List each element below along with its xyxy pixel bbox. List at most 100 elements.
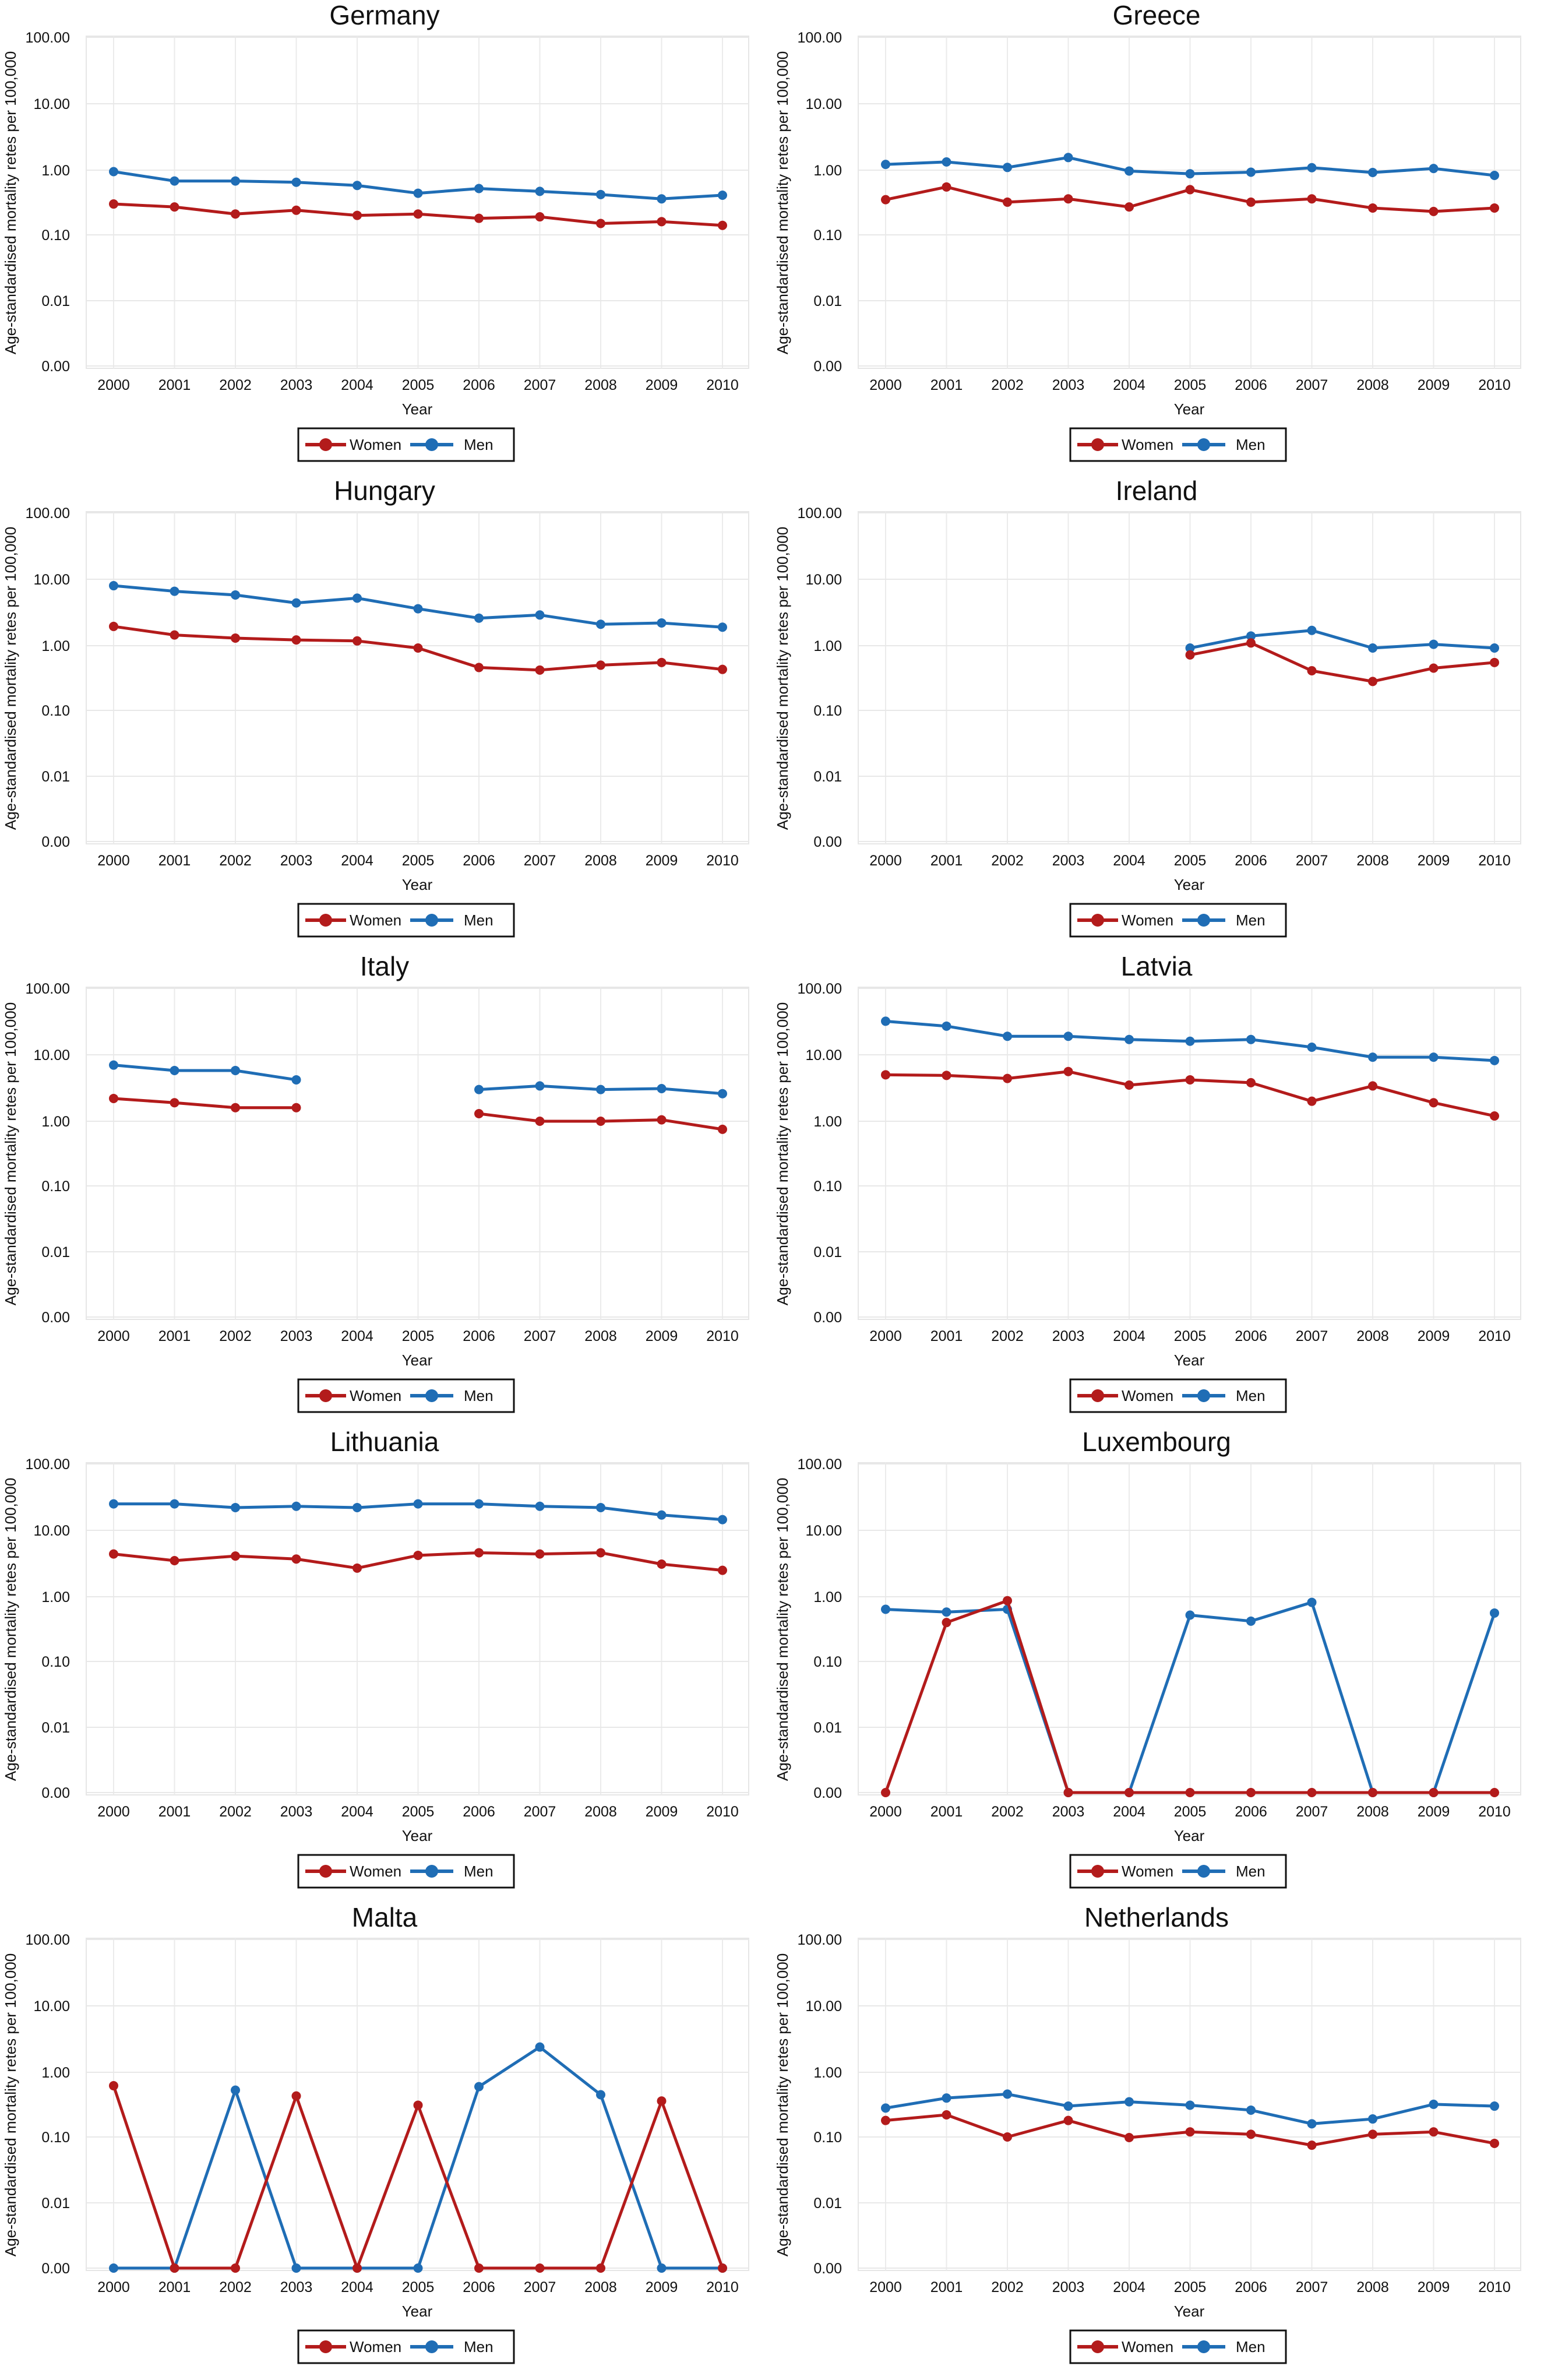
- y-tick-label: 0.00: [813, 834, 842, 850]
- data-point-women: [1185, 2127, 1195, 2137]
- x-tick-label: 2010: [706, 2279, 739, 2295]
- x-axis-label: Year: [402, 2302, 433, 2320]
- x-tick-label: 2002: [991, 853, 1024, 869]
- x-tick-label: 2001: [930, 2279, 963, 2295]
- data-point-men: [942, 2093, 951, 2103]
- x-tick-label: 2003: [280, 2279, 313, 2295]
- chart-svg: Greece 0.00 0.01 0.10 1.00 10.00 100.00 2000 200…: [774, 0, 1521, 462]
- data-point-women: [718, 2263, 727, 2273]
- x-tick-label: 2006: [1235, 377, 1267, 393]
- data-point-men: [352, 181, 362, 191]
- data-point-men: [231, 1502, 240, 1512]
- data-point-men: [109, 581, 118, 591]
- data-point-women: [1124, 2132, 1134, 2142]
- data-point-women: [1490, 657, 1499, 667]
- x-tick-label: 2000: [869, 1804, 902, 1820]
- legend-label-men: Men: [1236, 436, 1265, 453]
- x-tick-label: 2010: [1478, 377, 1511, 393]
- data-point-women: [1185, 185, 1195, 195]
- y-tick-label: 1.00: [41, 1589, 70, 1606]
- x-tick-label: 2006: [1235, 1804, 1267, 1820]
- data-point-women: [1429, 1788, 1439, 1797]
- x-tick-label: 2005: [402, 1328, 435, 1344]
- x-axis-label: Year: [402, 400, 433, 418]
- data-point-women: [474, 663, 484, 673]
- x-tick-label: 2000: [97, 2279, 130, 2295]
- y-tick-label: 100.00: [798, 1456, 842, 1473]
- data-point-men: [291, 1501, 301, 1511]
- data-point-women: [170, 1098, 179, 1108]
- y-axis-label: Age-standardised mortality retes per 100…: [774, 527, 791, 830]
- data-point-women: [109, 1093, 118, 1103]
- legend-marker-women: [319, 1389, 332, 1402]
- y-tick-label: 0.00: [41, 1309, 70, 1326]
- data-point-women: [170, 2263, 179, 2273]
- data-point-men: [596, 1085, 605, 1094]
- x-tick-label: 2000: [869, 377, 902, 393]
- x-tick-label: 2009: [1418, 853, 1450, 869]
- x-tick-label: 2002: [219, 1804, 252, 1820]
- x-tick-label: 2003: [1052, 853, 1085, 869]
- y-tick-label: 0.00: [41, 1785, 70, 1801]
- data-point-women: [474, 1109, 484, 1119]
- data-point-men: [170, 586, 179, 596]
- y-tick-label: 1.00: [41, 163, 70, 179]
- x-tick-label: 2000: [97, 1328, 130, 1344]
- legend: Women Men: [297, 1854, 515, 1889]
- x-tick-label: 2009: [646, 2279, 678, 2295]
- data-point-men: [1490, 170, 1499, 180]
- x-tick-label: 2007: [1296, 2279, 1328, 2295]
- x-tick-label: 2005: [1174, 853, 1207, 869]
- data-point-women: [352, 1563, 362, 1573]
- y-tick-label: 0.01: [813, 1720, 842, 1736]
- y-axis-label: Age-standardised mortality retes per 100…: [2, 1002, 19, 1305]
- y-tick-label: 100.00: [26, 505, 70, 522]
- data-point-women: [291, 2091, 301, 2101]
- data-point-women: [1429, 1098, 1439, 1108]
- x-axis-label: Year: [1174, 2302, 1205, 2320]
- y-tick-label: 0.00: [41, 358, 70, 375]
- chart-svg: Hungary 0.00 0.01 0.10 1.00 10.00 100.00 2000 20…: [2, 476, 749, 938]
- legend-label-women: Women: [1122, 1863, 1173, 1880]
- data-point-women: [231, 1551, 240, 1561]
- legend-label-women: Women: [1122, 436, 1173, 453]
- legend: Women Men: [297, 2329, 515, 2364]
- data-point-men: [1307, 625, 1317, 635]
- y-axis-label: Age-standardised mortality retes per 100…: [2, 527, 19, 830]
- data-point-men: [474, 2082, 484, 2092]
- y-tick-label: 100.00: [26, 1932, 70, 1948]
- y-tick-label: 0.01: [41, 769, 70, 785]
- data-point-men: [718, 190, 727, 200]
- data-point-women: [942, 182, 951, 192]
- legend-label-men: Men: [1236, 2338, 1265, 2356]
- x-tick-label: 2004: [1113, 2279, 1145, 2295]
- y-tick-label: 10.00: [33, 1523, 70, 1539]
- chart-title: Malta: [352, 1902, 418, 1932]
- chart-panel-italy: Italy 0.00 0.01 0.10 1.00 10.00 100.00 2000 2001…: [0, 951, 772, 1427]
- data-point-men: [657, 2263, 667, 2273]
- x-tick-label: 2009: [1418, 1804, 1450, 1820]
- x-tick-label: 2005: [1174, 2279, 1207, 2295]
- legend-marker-men: [1197, 1389, 1210, 1402]
- legend-marker-women: [1091, 2340, 1104, 2353]
- data-point-women: [718, 1565, 727, 1575]
- data-point-women: [1185, 1788, 1195, 1797]
- data-point-men: [1246, 1616, 1256, 1626]
- legend-label-women: Women: [350, 2338, 401, 2356]
- y-tick-label: 0.01: [41, 1244, 70, 1261]
- data-point-men: [942, 1607, 951, 1617]
- legend-marker-women: [1091, 914, 1104, 927]
- data-point-women: [109, 199, 118, 209]
- data-point-men: [535, 186, 545, 196]
- chart-svg: Netherlands 0.00 0.01 0.10 1.00 10.00 100.00 20…: [774, 1902, 1521, 2364]
- x-tick-label: 2005: [402, 1804, 435, 1820]
- data-point-men: [291, 2263, 301, 2273]
- series-line-men: [1190, 629, 1495, 650]
- x-tick-label: 2006: [463, 2279, 495, 2295]
- x-tick-label: 2007: [524, 1328, 556, 1344]
- data-point-men: [474, 184, 484, 193]
- data-point-women: [1124, 202, 1134, 212]
- x-tick-label: 2003: [280, 377, 313, 393]
- data-point-men: [1063, 2101, 1073, 2111]
- data-point-men: [170, 1065, 179, 1075]
